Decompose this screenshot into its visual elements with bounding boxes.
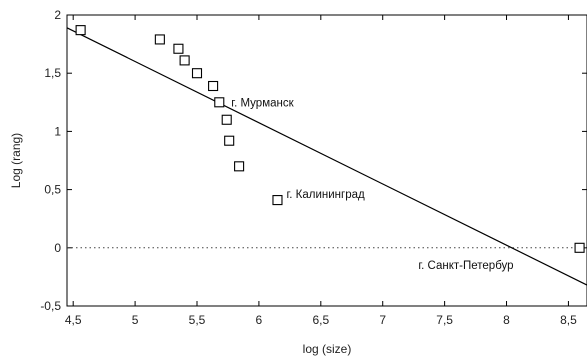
point-annotation: г. Санкт-Петербур: [418, 260, 513, 272]
data-point: [191, 68, 203, 79]
x-tick-label: 8,5: [560, 313, 577, 327]
x-tick-label: 5: [132, 313, 139, 327]
x-tick-label: 7,5: [436, 313, 453, 327]
plot-area: 4,5 5 5,5 6 6,5 7 7,5 8 8,5 -0,5 0 0,5 1 1,5 2 г. Мурма…: [40, 8, 587, 327]
data-point: [154, 34, 165, 45]
data-point: [224, 135, 235, 146]
data-point: [173, 43, 184, 54]
data-point: [179, 55, 190, 66]
y-tick-label: 0: [54, 241, 61, 255]
x-tick-label: 7: [379, 313, 386, 327]
x-tick-label: 6,5: [312, 313, 329, 327]
data-point: [574, 242, 585, 253]
y-axis-title: Log (rang): [9, 133, 23, 188]
point-annotation: г. Мурманск: [231, 97, 294, 109]
x-tick-label: 4,5: [65, 313, 82, 327]
y-tick-label: 1,5: [44, 66, 61, 80]
point-annotation: г. Калининград: [286, 189, 365, 201]
data-point: [75, 25, 86, 36]
trend-line: [66, 27, 587, 286]
y-tick-label: 0,5: [44, 183, 61, 197]
y-tick-label: 2: [54, 8, 61, 22]
data-point: [208, 80, 219, 92]
data-point: [234, 161, 245, 172]
y-tick-label: 1: [54, 124, 61, 138]
x-tick-label: 8: [503, 313, 510, 327]
plot-frame: [66, 14, 587, 307]
x-axis-title: log (size): [303, 342, 352, 356]
x-tick-label: 6: [256, 313, 263, 327]
data-point: [214, 97, 225, 108]
data-point: [272, 195, 283, 206]
data-point: [221, 114, 232, 125]
y-tick-label: -0,5: [40, 299, 61, 313]
x-tick-label: 5,5: [189, 313, 206, 327]
